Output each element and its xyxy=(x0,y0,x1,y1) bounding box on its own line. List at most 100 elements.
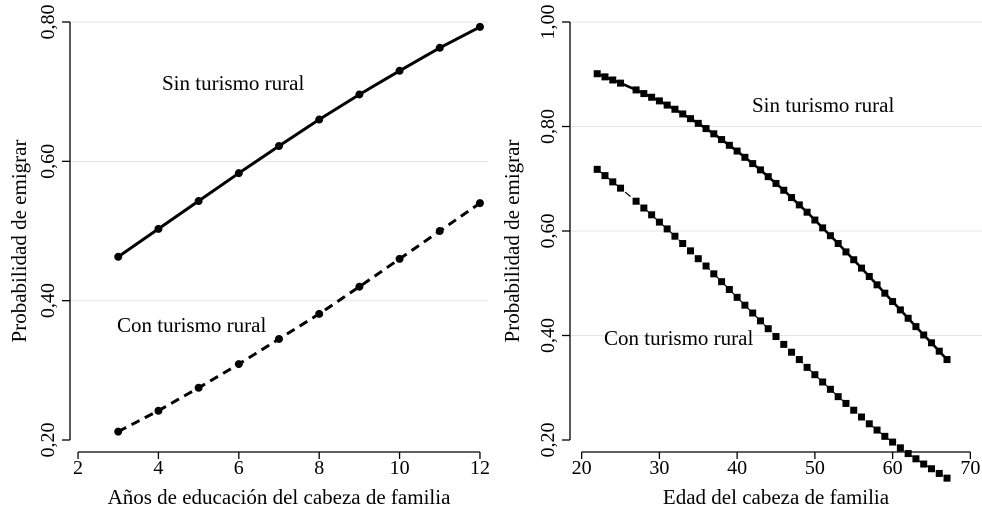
data-point xyxy=(826,232,834,240)
data-point xyxy=(640,90,648,98)
data-point xyxy=(632,86,640,94)
data-point xyxy=(881,432,889,440)
data-point xyxy=(858,264,866,272)
x-tick-label: 2 xyxy=(73,457,83,479)
data-point xyxy=(920,460,928,468)
data-point xyxy=(617,79,625,87)
data-point xyxy=(741,153,749,161)
y-tick-label: 0,20 xyxy=(37,423,59,458)
data-point xyxy=(154,406,163,415)
y-tick-label: 0,80 xyxy=(537,109,559,144)
data-point xyxy=(873,426,881,434)
data-point xyxy=(725,286,733,294)
data-point xyxy=(865,420,873,428)
data-point xyxy=(663,101,671,109)
data-point xyxy=(593,70,601,78)
data-point xyxy=(764,325,772,333)
data-point xyxy=(889,438,897,446)
y-axis-title: Probabilidad de emigrar xyxy=(500,140,524,343)
series-line xyxy=(117,201,481,433)
data-point xyxy=(780,340,788,348)
data-point xyxy=(912,455,920,463)
y-axis-title: Probabilidad de emigrar xyxy=(7,140,31,343)
data-point xyxy=(749,160,757,168)
data-point xyxy=(315,309,324,318)
chart-panel-2: 0,20 0,40 0,60 0,80 1,00 20 30 40 50 60 70 Edad del… xyxy=(500,5,982,509)
x-tick-label: 70 xyxy=(960,457,980,479)
y-tick-label: 0,60 xyxy=(537,214,559,249)
data-point xyxy=(927,339,935,347)
data-point xyxy=(834,393,842,401)
data-point xyxy=(648,93,656,101)
data-point xyxy=(920,331,928,339)
data-point xyxy=(819,378,827,386)
series-annotation: Con turismo rural xyxy=(604,326,753,350)
x-tick-label: 20 xyxy=(572,457,592,479)
series-1 xyxy=(114,22,484,261)
data-point xyxy=(896,444,904,452)
y-tick-label: 0,60 xyxy=(37,144,59,179)
data-point xyxy=(686,247,694,255)
data-point xyxy=(702,262,710,270)
data-point xyxy=(842,248,850,256)
data-point xyxy=(640,204,648,212)
data-point xyxy=(679,110,687,118)
data-point xyxy=(671,232,679,240)
data-point xyxy=(679,240,687,248)
data-point xyxy=(795,201,803,209)
y-tick-label: 0,40 xyxy=(537,318,559,353)
x-tick-label: 12 xyxy=(470,457,490,479)
data-point xyxy=(935,469,943,477)
data-point xyxy=(275,334,283,343)
data-point xyxy=(435,227,444,235)
data-point xyxy=(234,169,243,178)
data-point xyxy=(114,252,123,261)
data-point xyxy=(912,323,920,331)
data-point xyxy=(803,363,811,371)
data-point xyxy=(811,371,819,379)
data-point xyxy=(772,179,780,187)
data-point xyxy=(811,216,819,224)
data-point xyxy=(275,142,283,151)
data-point xyxy=(694,255,702,263)
data-point xyxy=(710,270,718,278)
data-point xyxy=(788,194,796,202)
data-point xyxy=(475,22,484,31)
data-point xyxy=(795,356,803,364)
data-point xyxy=(718,278,726,286)
x-tick-label: 50 xyxy=(805,457,825,479)
data-point xyxy=(694,119,702,127)
x-tick-label: 10 xyxy=(390,457,410,479)
x-tick-label: 30 xyxy=(649,457,669,479)
data-point xyxy=(826,385,834,393)
data-point xyxy=(601,172,609,180)
data-point xyxy=(889,298,897,306)
data-point xyxy=(609,178,617,186)
data-point xyxy=(772,333,780,341)
x-tick-label: 8 xyxy=(314,457,324,479)
data-point xyxy=(842,399,850,407)
data-point xyxy=(710,130,718,138)
data-point xyxy=(756,166,764,174)
data-point xyxy=(395,254,404,263)
data-point xyxy=(904,314,912,322)
data-point xyxy=(896,306,904,314)
data-point xyxy=(475,199,484,208)
data-point xyxy=(234,360,243,369)
data-point xyxy=(850,256,858,264)
x-tick-label: 4 xyxy=(153,457,163,479)
y-tick-label: 0,40 xyxy=(37,283,59,318)
data-point xyxy=(865,272,873,280)
data-point xyxy=(435,43,444,52)
series-1 xyxy=(593,70,951,364)
data-point xyxy=(194,197,203,206)
data-point xyxy=(663,225,671,233)
series-annotation: Con turismo rural xyxy=(117,313,266,337)
data-point xyxy=(671,105,679,113)
series-annotation: Sin turismo rural xyxy=(752,93,894,117)
data-point xyxy=(873,281,881,289)
chart-panel-1: 0,20 0,40 0,60 0,80 2 4 6 8 10 12 Años de educació… xyxy=(7,5,490,510)
data-point xyxy=(756,317,764,325)
data-point xyxy=(593,165,601,173)
data-point xyxy=(850,406,858,414)
